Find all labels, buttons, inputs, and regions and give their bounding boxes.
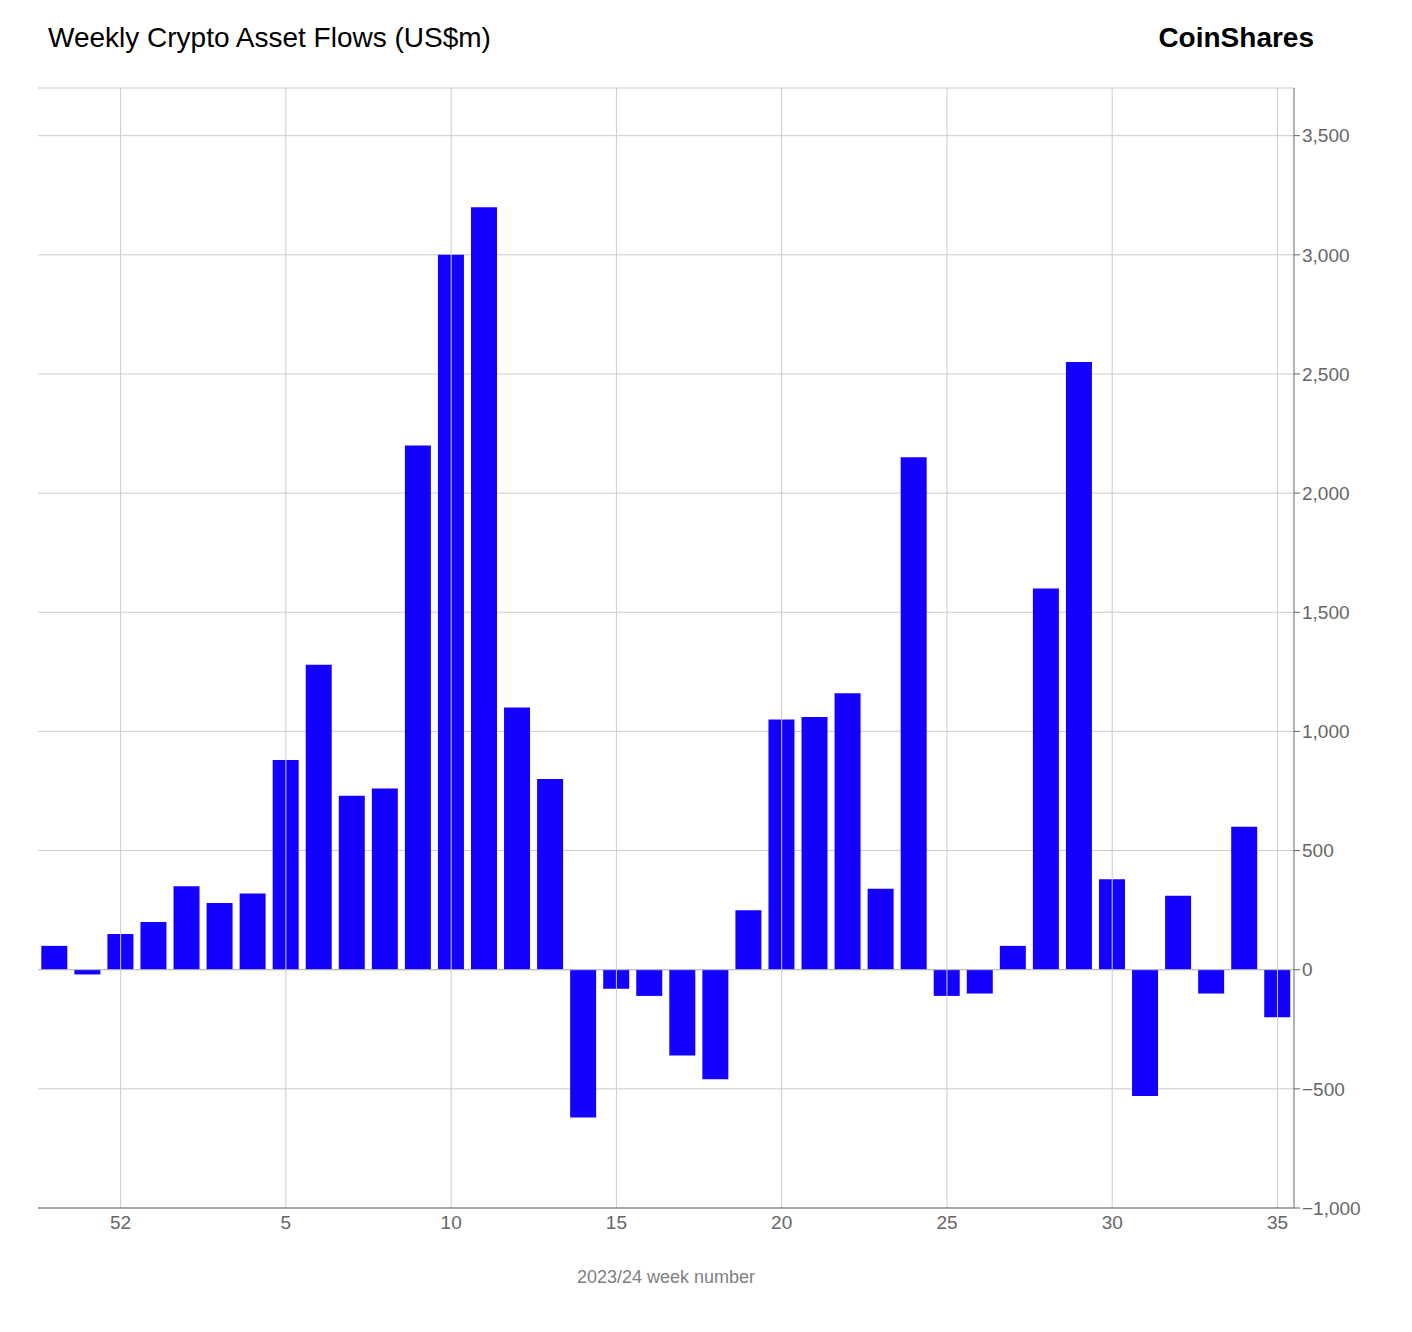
svg-text:52: 52	[110, 1212, 131, 1233]
svg-text:−500: −500	[1302, 1079, 1345, 1100]
svg-text:0: 0	[1302, 959, 1313, 980]
svg-text:2,000: 2,000	[1302, 483, 1350, 504]
svg-text:2,500: 2,500	[1302, 364, 1350, 385]
svg-text:−1,000: −1,000	[1302, 1198, 1361, 1219]
svg-text:20: 20	[771, 1212, 792, 1233]
svg-text:15: 15	[606, 1212, 627, 1233]
svg-text:1,500: 1,500	[1302, 602, 1350, 623]
svg-text:35: 35	[1267, 1212, 1288, 1233]
svg-text:30: 30	[1102, 1212, 1123, 1233]
svg-text:1,000: 1,000	[1302, 721, 1350, 742]
svg-text:10: 10	[441, 1212, 462, 1233]
svg-text:500: 500	[1302, 840, 1334, 861]
svg-text:5: 5	[281, 1212, 292, 1233]
svg-text:25: 25	[936, 1212, 957, 1233]
html-text:Weekly Crypto Asset Flows (US$: Weekly Crypto Asset Flows (US$m)	[48, 22, 491, 53]
html-text:CoinShares: CoinShares	[1158, 22, 1314, 53]
svg-text:2023/24 week number: 2023/24 week number	[577, 1267, 755, 1287]
svg-text:3,500: 3,500	[1302, 125, 1350, 146]
svg-text:3,000: 3,000	[1302, 245, 1350, 266]
